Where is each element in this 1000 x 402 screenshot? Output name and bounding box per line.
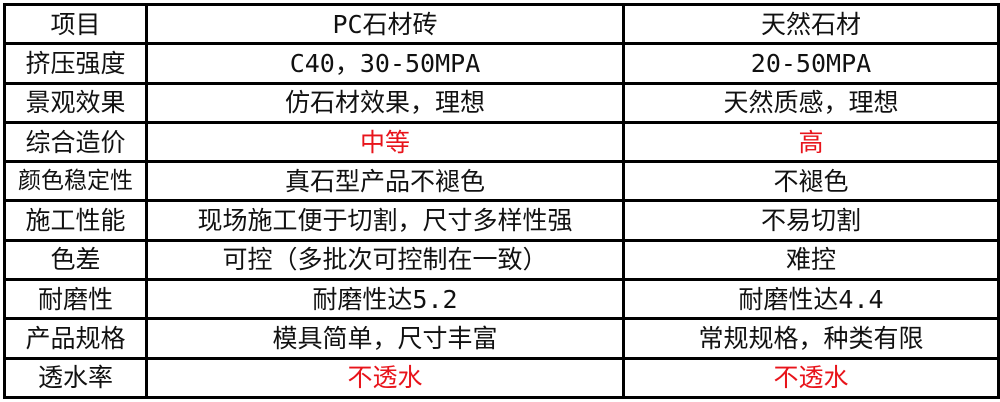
row-pc-cell: 仿石材效果，理想 [145, 81, 625, 124]
table-row: 景观效果 仿石材效果，理想 天然质感，理想 [3, 81, 1000, 124]
row-natural-cell: 20-50MPA [622, 42, 1000, 85]
header-natural-stone: 天然石材 [622, 2, 1000, 46]
row-natural-cell: 耐磨性达4.4 [622, 278, 1000, 321]
row-item-cell: 产品规格 [3, 317, 148, 360]
row-natural-cell: 常规规格，种类有限 [622, 317, 1000, 360]
row-item-cell: 挤压强度 [3, 42, 148, 85]
row-pc-cell: C40，30-50MPA [145, 42, 625, 85]
header-row: 项目 PC石材砖 天然石材 [3, 2, 1000, 46]
table-row: 透水率 不透水 不透水 [3, 356, 1000, 400]
row-item-cell: 施工性能 [3, 199, 148, 242]
row-pc-cell: 不透水 [145, 356, 625, 400]
table-row: 耐磨性 耐磨性达5.2 耐磨性达4.4 [3, 278, 1000, 321]
row-natural-cell: 高 [622, 120, 1000, 164]
row-natural-cell: 天然质感，理想 [622, 81, 1000, 124]
row-item-cell: 综合造价 [3, 120, 148, 164]
table-row: 挤压强度 C40，30-50MPA 20-50MPA [3, 42, 1000, 85]
row-item-cell: 透水率 [3, 356, 148, 400]
row-natural-cell: 不透水 [622, 356, 1000, 400]
row-item-cell: 颜色稳定性 [3, 160, 148, 203]
row-natural-cell: 不褪色 [622, 160, 1000, 203]
table-row: 颜色稳定性 真石型产品不褪色 不褪色 [3, 160, 1000, 203]
row-pc-cell: 中等 [145, 120, 625, 164]
header-item: 项目 [3, 2, 148, 46]
table-row: 产品规格 模具简单，尺寸丰富 常规规格，种类有限 [3, 317, 1000, 360]
row-item-cell: 色差 [3, 238, 148, 282]
row-pc-cell: 现场施工便于切割，尺寸多样性强 [145, 199, 625, 242]
row-pc-cell: 模具简单，尺寸丰富 [145, 317, 625, 360]
row-pc-cell: 可控（多批次可控制在一致） [145, 238, 625, 282]
table-row: 色差 可控（多批次可控制在一致） 难控 [3, 238, 1000, 282]
table-row: 综合造价 中等高 [3, 120, 1000, 164]
row-pc-cell: 真石型产品不褪色 [145, 160, 625, 203]
row-item-cell: 耐磨性 [3, 278, 148, 321]
header-pc-stone-brick: PC石材砖 [145, 2, 625, 46]
row-pc-cell: 耐磨性达5.2 [145, 278, 625, 321]
row-natural-cell: 不易切割 [622, 199, 1000, 242]
table-row: 施工性能 现场施工便于切割，尺寸多样性强 不易切割 [3, 199, 1000, 242]
row-item-cell: 景观效果 [3, 81, 148, 124]
row-natural-cell: 难控 [622, 238, 1000, 282]
comparison-table: 项目 PC石材砖 天然石材 挤压强度 C40，30-50MPA 20-50MPA 景观… [3, 2, 1000, 400]
